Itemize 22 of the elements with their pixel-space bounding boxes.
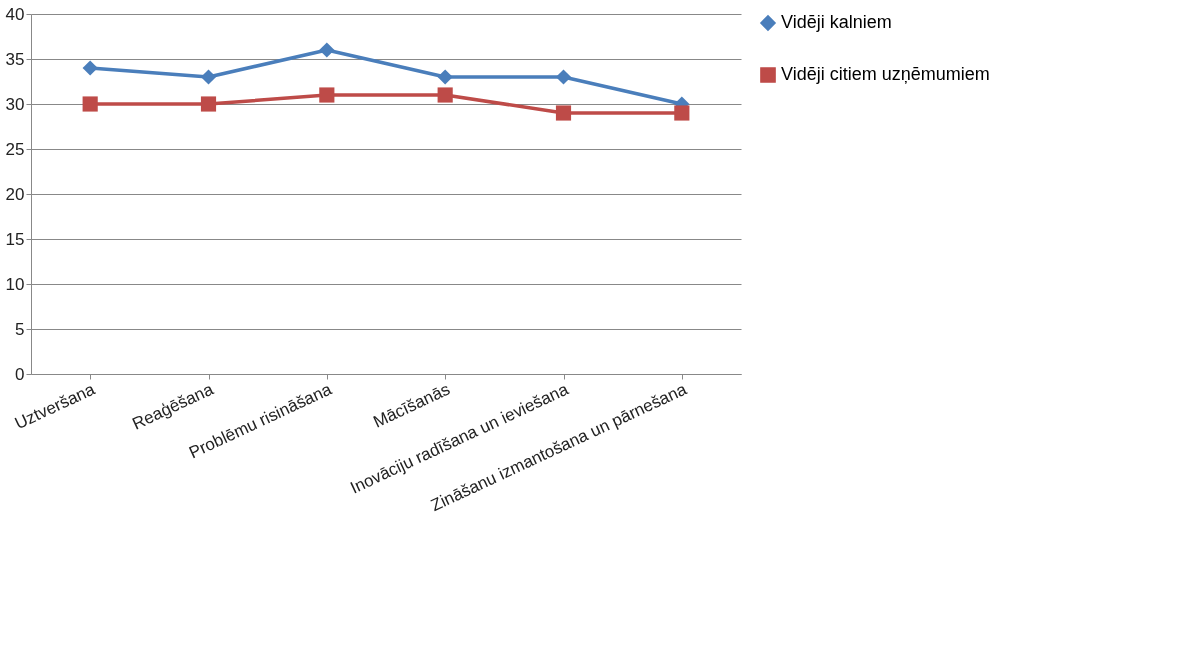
point — [82, 60, 98, 76]
point — [555, 69, 572, 85]
y-tick-label: 15 — [5, 229, 25, 249]
point — [200, 96, 217, 112]
legend-label: Vidēji kalniem — [781, 12, 892, 32]
y-tick-label: 40 — [5, 4, 25, 24]
point — [437, 69, 453, 85]
y-tick-label: 25 — [5, 139, 25, 159]
point — [200, 69, 217, 85]
point — [319, 42, 335, 58]
point — [674, 105, 690, 121]
y-tick-label: 10 — [5, 274, 25, 294]
legend-label: Vidēji citiem uzņēmumiem — [781, 64, 990, 84]
y-tick-label: 0 — [15, 364, 25, 384]
y-tick-label: 20 — [5, 184, 25, 204]
point — [437, 87, 453, 103]
y-tick-label: 5 — [15, 319, 25, 339]
point — [319, 87, 335, 103]
point — [82, 96, 98, 112]
point — [555, 105, 572, 121]
y-tick-label: 35 — [5, 49, 25, 69]
y-tick-label: 30 — [5, 94, 25, 114]
